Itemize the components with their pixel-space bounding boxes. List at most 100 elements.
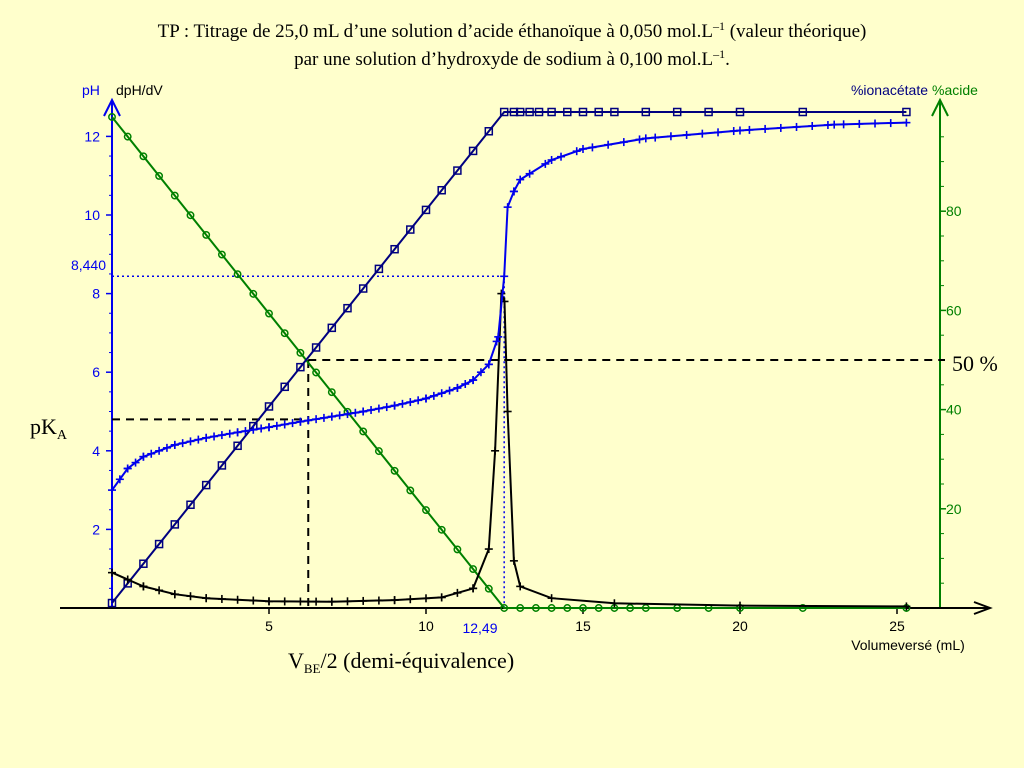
ph-point (123, 464, 132, 473)
acid-point (374, 447, 383, 456)
ion-point (563, 107, 572, 117)
acid-point (406, 486, 415, 495)
ph-point (249, 425, 258, 434)
ph-point (588, 143, 597, 152)
axis-ticks: 5 10 15 20 25 2 4 6 8 10 12 20 40 60 80 (84, 128, 961, 634)
ion-point (154, 539, 164, 549)
dphdv-point (453, 588, 462, 597)
ph-point (503, 203, 512, 212)
ph-point (902, 118, 911, 127)
dphdv-point (312, 597, 321, 606)
y-left-tick-label: 4 (92, 443, 100, 459)
ph-point (327, 412, 336, 421)
acid-point (453, 545, 462, 554)
dphdv-point (547, 594, 556, 603)
ion-point (201, 480, 211, 490)
y-left-tick-label: 2 (92, 521, 100, 537)
ph-point (367, 406, 376, 415)
ion-point (374, 264, 384, 274)
chart-title-line1: TP : Titrage de 25,0 mL d’une solution d… (158, 19, 867, 42)
acid-point (484, 584, 493, 593)
ph-point (635, 135, 644, 144)
ph-point (131, 458, 140, 467)
ion-point (296, 362, 305, 372)
acid-point (233, 270, 242, 279)
acid-point (217, 250, 226, 259)
acid-point (249, 289, 258, 298)
ph-point (572, 147, 581, 156)
ph-point (178, 439, 187, 448)
ph-markers (108, 118, 911, 495)
dphdv-point (327, 597, 336, 606)
left-y-axis-arrow (103, 97, 121, 117)
dphdv-point (422, 594, 430, 603)
acid-point (108, 113, 116, 121)
ion-point (798, 107, 808, 117)
ph-point (745, 125, 754, 134)
ph-point (406, 398, 415, 407)
acid-point (312, 368, 321, 377)
ph-point (484, 360, 493, 369)
ph-point (304, 416, 313, 425)
dphdv-point (139, 582, 148, 591)
acid-point (359, 427, 368, 436)
ph-point (186, 437, 195, 446)
ion-point (327, 323, 337, 333)
series-layer (107, 107, 911, 612)
dphdv-point (509, 556, 518, 565)
ph-point (641, 134, 650, 143)
ph-point (233, 428, 242, 437)
ion-point (735, 107, 745, 117)
y-right-tick-label: 40 (946, 402, 962, 418)
acid-point (123, 132, 132, 141)
ph-point (579, 144, 587, 153)
x-axis-title: Volumeversé (mL) (851, 637, 965, 653)
dphdv-point (296, 597, 305, 606)
acid-point (422, 506, 430, 515)
ion-point (484, 127, 494, 136)
acid-point (626, 604, 635, 612)
dpHdV-axis-label: dpH/dV (116, 82, 163, 98)
ph-point (382, 403, 391, 412)
ph-point (666, 132, 675, 141)
dphdv-point (265, 597, 273, 606)
x-tick-label: 15 (575, 618, 591, 634)
acid-axis-label: %acide (932, 82, 978, 98)
ph-point (516, 175, 525, 184)
acid-point (390, 466, 399, 475)
acid-point (280, 329, 289, 338)
ion-point (534, 107, 544, 117)
ph-point (698, 129, 707, 138)
ph-point (494, 332, 503, 341)
y-left-tick-label: 12 (84, 128, 100, 144)
dphdv-point (343, 597, 352, 606)
acid-point (437, 525, 446, 534)
ion-point (641, 107, 651, 117)
ph-point (461, 379, 470, 388)
ph-point (374, 404, 383, 413)
dphdv-point (280, 597, 289, 606)
ph-point (343, 410, 352, 419)
ion-axis-label: %ionacétate (851, 82, 928, 98)
y-right-tick-label: 80 (946, 203, 962, 219)
ph-point (280, 420, 289, 429)
y-left-tick-label: 6 (92, 364, 100, 380)
x-tick-label: 25 (889, 618, 905, 634)
ph-point (509, 187, 518, 196)
acid-point (155, 171, 164, 180)
dphdv-point (902, 602, 911, 611)
acid-point (798, 604, 807, 612)
acid-point (594, 604, 603, 612)
ph-point (476, 368, 485, 377)
dphdv-point (359, 596, 368, 605)
acid-point (139, 152, 148, 161)
equiv-volume-label: 12,49 (462, 620, 497, 636)
ph-point (162, 443, 171, 452)
ph-point (272, 421, 281, 430)
fifty-percent-label: 50 % (952, 351, 998, 376)
ph-point (296, 417, 305, 426)
y-left-tick-label: 8 (92, 286, 100, 302)
ph-point (210, 432, 219, 441)
ph-point (541, 159, 550, 168)
ph-point (839, 120, 848, 129)
